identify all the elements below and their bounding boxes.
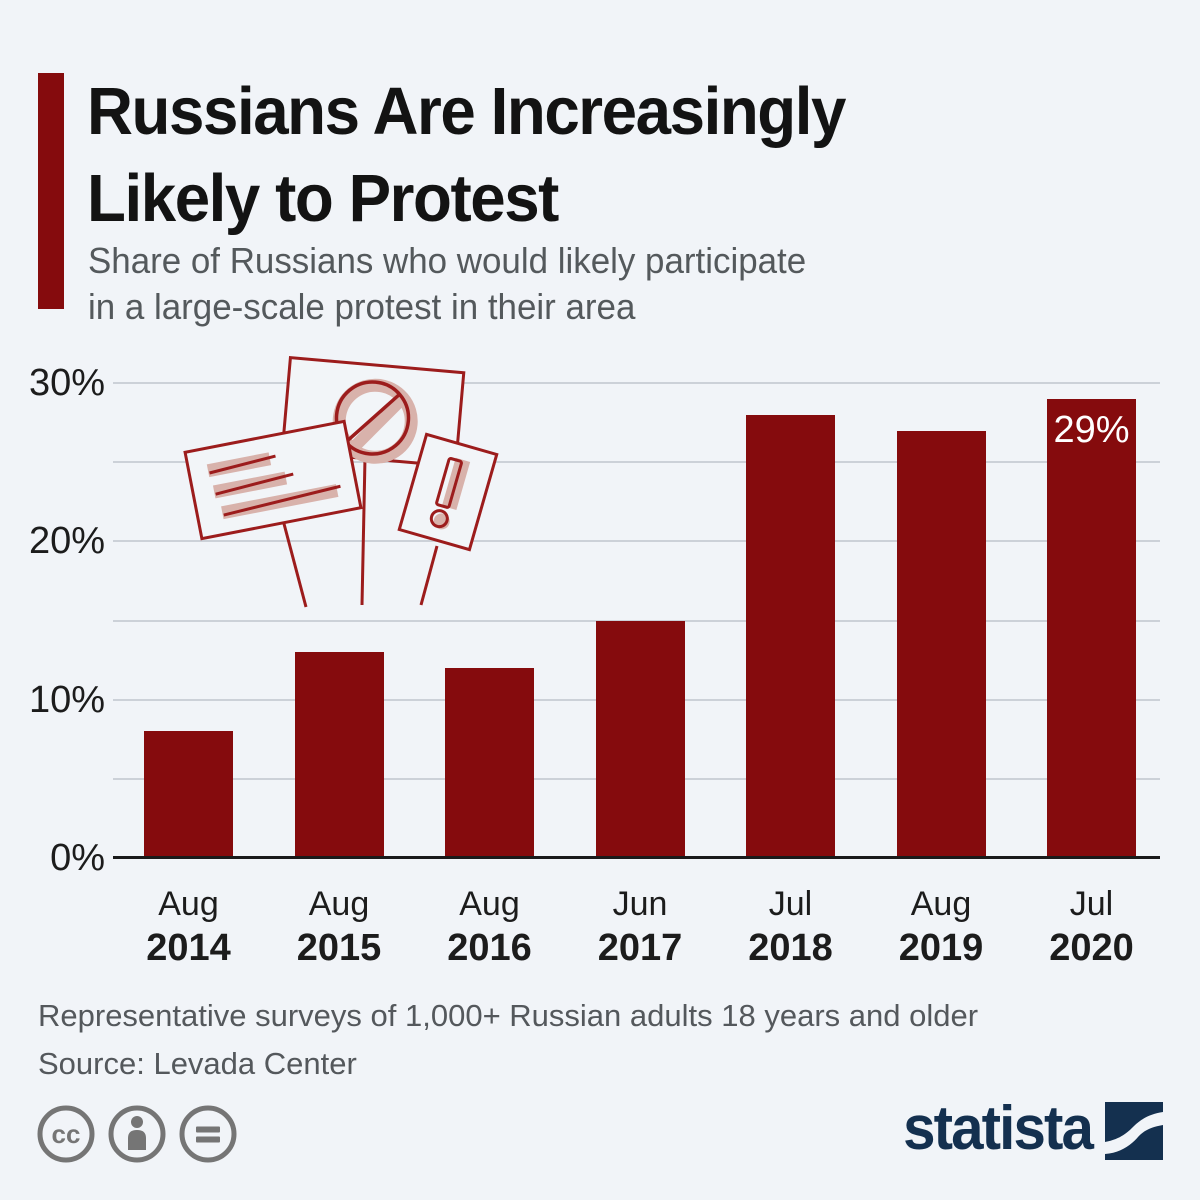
x-axis-label: Jul 2020 (1017, 883, 1167, 971)
gridline (113, 461, 1160, 464)
x-axis-label-year: 2019 (898, 927, 984, 969)
footnote: Representative surveys of 1,000+ Russian… (38, 992, 978, 1088)
gridline (113, 382, 1160, 384)
protest-placards-illustration (183, 355, 499, 608)
gridline (113, 540, 1160, 543)
x-axis-label: Jul 2018 (716, 883, 866, 971)
x-axis-label: Jun 2017 (565, 883, 715, 971)
no-derivatives-icon (179, 1105, 237, 1163)
x-axis-label-month: Aug (459, 885, 520, 923)
license-icons: cc (36, 1104, 238, 1164)
x-axis-line (113, 856, 1160, 859)
survey-note: Representative surveys of 1,000+ Russian… (38, 998, 979, 1033)
attribution-icon (108, 1105, 166, 1163)
x-axis-label-year: 2017 (597, 927, 683, 969)
statista-logo-text: statista (902, 1094, 1094, 1163)
bar-jul-2020: 29% (1047, 398, 1136, 858)
bar-aug-2016 (445, 668, 534, 858)
x-axis-label-month: Aug (158, 885, 219, 923)
page-title-line-1: Russians Are Increasingly (87, 74, 846, 149)
source-note: Source: Levada Center (38, 1046, 357, 1081)
bar-aug-2019 (896, 430, 986, 858)
x-axis-label-month: Jul (768, 885, 813, 923)
no-symbol-ring-line (334, 380, 411, 456)
y-axis-label: 30% (28, 362, 105, 404)
x-axis-label-month: Aug (308, 885, 370, 923)
bar-jun-2017 (595, 620, 685, 858)
y-axis-label: 20% (28, 520, 105, 563)
statista-logo: statista (891, 1098, 1163, 1160)
x-axis-label-year: 2018 (748, 927, 833, 969)
title-accent-bar (38, 73, 64, 309)
bar-chart: 29% 0% 10% 20% 30% Aug 2014 Aug 2015 Aug 2016 Jun 2… (0, 363, 1200, 983)
exclamation-placard (397, 432, 499, 552)
x-axis-label-year: 2014 (146, 927, 231, 969)
no-symbol-ring-fill (332, 378, 418, 464)
page-title: Russians Are Increasingly Likely to Prot… (87, 68, 846, 242)
x-axis-label-year: 2015 (296, 927, 382, 969)
bar-value-label: 29% (1053, 408, 1130, 451)
page-subtitle: Share of Russians who would likely parti… (88, 238, 806, 330)
x-axis-label-month: Jul (1069, 885, 1114, 923)
x-axis-label: Aug 2014 (114, 883, 264, 971)
y-axis-label: 0% (50, 837, 105, 879)
bar-aug-2015 (294, 652, 384, 858)
x-axis-label: Aug 2015 (264, 883, 414, 971)
x-axis-label: Aug 2019 (866, 883, 1016, 971)
bar-aug-2014 (144, 731, 233, 858)
svg-text:cc: cc (52, 1119, 81, 1149)
statista-logo-mark (1105, 1102, 1163, 1160)
x-axis-label-year: 2016 (447, 927, 532, 969)
bar-jul-2018 (746, 414, 835, 858)
y-axis-label: 10% (28, 678, 105, 721)
plot-area: 29% (113, 382, 1160, 859)
placard-sticks (281, 457, 439, 608)
page-subtitle-line-2: in a large-scale protest in their area (88, 286, 636, 327)
page-subtitle-line-1: Share of Russians who would likely parti… (88, 240, 807, 281)
x-axis-label-month: Jun (612, 885, 668, 923)
text-placard (183, 419, 363, 541)
page-title-line-2: Likely to Protest (87, 161, 559, 236)
x-axis-label-year: 2020 (1049, 927, 1134, 969)
cc-icon: cc (37, 1105, 95, 1163)
x-axis-label: Aug 2016 (415, 883, 565, 971)
x-axis-label-month: Aug (910, 885, 972, 923)
